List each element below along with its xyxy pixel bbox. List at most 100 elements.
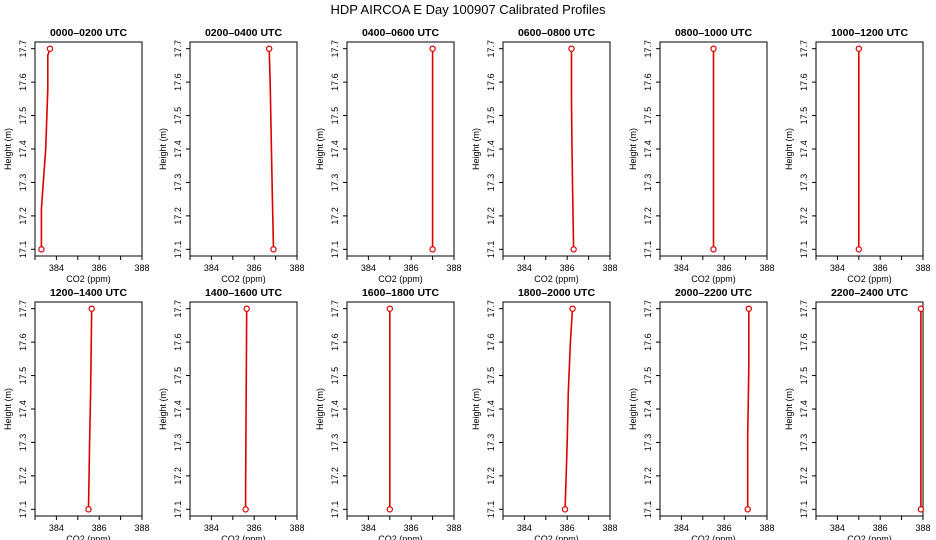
y-tick-label: 17.2 xyxy=(643,467,653,485)
y-tick-label: 17.3 xyxy=(173,174,183,192)
y-axis-label: Height (m) xyxy=(628,388,638,430)
plot-frame xyxy=(502,301,611,517)
x-tick-label: 384 xyxy=(361,263,376,273)
panel-title: 1200–1400 UTC xyxy=(50,287,127,299)
x-tick-label: 384 xyxy=(830,263,845,273)
y-tick-label: 17.3 xyxy=(330,434,340,452)
y-tick-label: 17.3 xyxy=(18,434,28,452)
x-tick-label: 384 xyxy=(49,263,64,273)
x-tick-label: 388 xyxy=(134,263,149,273)
chart-panel-9: 1600–1800 UTC 384 386 388 CO2 (ppm) 17.1 17.2 1… xyxy=(315,287,462,540)
x-axis-label: CO2 (ppm) xyxy=(534,534,579,540)
chart-panel-2: 0200–0400 UTC 384 386 388 CO2 (ppm) 17.1 17.2 1… xyxy=(158,27,305,284)
panel-title: 1600–1800 UTC xyxy=(362,287,439,299)
y-axis-label: Height (m) xyxy=(628,128,638,170)
y-axis-label: Height (m) xyxy=(784,128,794,170)
profile-line xyxy=(564,308,574,510)
bottom-point-marker xyxy=(270,246,277,253)
y-tick-label: 17.6 xyxy=(18,73,28,91)
bottom-point-marker xyxy=(386,506,393,513)
y-tick-label: 17.5 xyxy=(486,367,496,385)
profile-line xyxy=(268,48,275,250)
y-tick-label: 17.3 xyxy=(799,174,809,192)
y-tick-label: 17.1 xyxy=(643,501,653,519)
x-tick-label: 386 xyxy=(560,263,575,273)
x-tick-label: 388 xyxy=(289,263,304,273)
panel-title: 1000–1200 UTC xyxy=(831,27,908,39)
plot-frame xyxy=(815,41,924,257)
x-tick-label: 386 xyxy=(873,523,888,533)
y-tick-label: 17.2 xyxy=(330,207,340,225)
x-tick-label: 384 xyxy=(204,523,219,533)
y-tick-label: 17.7 xyxy=(799,40,809,58)
plot-frame xyxy=(346,41,455,257)
y-tick-label: 17.4 xyxy=(18,400,28,418)
bottom-point-marker xyxy=(85,506,92,513)
bottom-point-marker xyxy=(570,246,577,253)
top-point-marker xyxy=(243,305,250,312)
top-point-marker xyxy=(429,45,436,52)
x-tick-label: 388 xyxy=(289,523,304,533)
x-tick-label: 384 xyxy=(49,523,64,533)
figure-title: HDP AIRCOA E Day 100907 Calibrated Profi… xyxy=(330,2,606,17)
y-tick-label: 17.4 xyxy=(486,400,496,418)
y-tick-label: 17.7 xyxy=(643,40,653,58)
x-tick-label: 388 xyxy=(134,523,149,533)
y-tick-label: 17.4 xyxy=(18,140,28,158)
x-tick-label: 384 xyxy=(361,523,376,533)
x-axis-label: CO2 (ppm) xyxy=(221,274,266,284)
x-tick-label: 386 xyxy=(873,263,888,273)
plot-frame xyxy=(189,41,298,257)
chart-panel-8: 1400–1600 UTC 384 386 388 CO2 (ppm) 17.1 17.2 1… xyxy=(158,287,305,540)
y-axis-label: Height (m) xyxy=(471,388,481,430)
y-tick-label: 17.1 xyxy=(330,501,340,519)
x-tick-label: 386 xyxy=(404,523,419,533)
x-tick-label: 388 xyxy=(915,263,930,273)
plot-frame xyxy=(502,41,611,257)
y-tick-label: 17.7 xyxy=(643,300,653,318)
y-axis-label: Height (m) xyxy=(784,388,794,430)
x-tick-label: 386 xyxy=(717,523,732,533)
bottom-point-marker xyxy=(710,246,717,253)
y-tick-label: 17.5 xyxy=(173,107,183,125)
x-axis-label: CO2 (ppm) xyxy=(378,534,423,540)
y-tick-label: 17.5 xyxy=(18,367,28,385)
x-tick-label: 388 xyxy=(915,523,930,533)
y-tick-label: 17.7 xyxy=(486,40,496,58)
y-tick-label: 17.7 xyxy=(18,40,28,58)
y-tick-label: 17.6 xyxy=(330,73,340,91)
chart-panel-11: 2000–2200 UTC 384 386 388 CO2 (ppm) 17.1 17.2 1… xyxy=(628,287,775,540)
top-point-marker xyxy=(88,305,95,312)
top-point-marker xyxy=(710,45,717,52)
profile-line xyxy=(244,308,248,510)
chart-panel-3: 0400–0600 UTC 384 386 388 CO2 (ppm) 17.1 17.2 1… xyxy=(315,27,462,284)
top-point-marker xyxy=(568,45,575,52)
x-tick-label: 384 xyxy=(517,523,532,533)
y-tick-label: 17.1 xyxy=(799,241,809,259)
x-tick-label: 386 xyxy=(717,263,732,273)
y-tick-label: 17.5 xyxy=(330,367,340,385)
chart-panel-1: 0000–0200 UTC 384 386 388 CO2 (ppm) 17.1 17.2 1… xyxy=(3,27,150,284)
y-tick-label: 17.5 xyxy=(799,367,809,385)
y-tick-label: 17.4 xyxy=(486,140,496,158)
y-tick-label: 17.6 xyxy=(799,333,809,351)
profile-line xyxy=(40,48,51,250)
y-tick-label: 17.6 xyxy=(799,73,809,91)
y-tick-label: 17.4 xyxy=(799,400,809,418)
y-tick-label: 17.4 xyxy=(799,140,809,158)
x-tick-label: 384 xyxy=(674,263,689,273)
plot-frame xyxy=(659,301,768,517)
x-tick-label: 386 xyxy=(247,523,262,533)
y-tick-label: 17.3 xyxy=(799,434,809,452)
y-tick-label: 17.7 xyxy=(330,300,340,318)
panel-title: 0800–1000 UTC xyxy=(675,27,752,39)
panel-title: 2200–2400 UTC xyxy=(831,287,908,299)
y-tick-label: 17.2 xyxy=(173,207,183,225)
bottom-point-marker xyxy=(561,506,569,513)
y-tick-label: 17.4 xyxy=(330,140,340,158)
x-tick-label: 386 xyxy=(247,263,262,273)
panel-title: 1400–1600 UTC xyxy=(205,287,282,299)
y-tick-label: 17.6 xyxy=(330,333,340,351)
y-tick-label: 17.5 xyxy=(486,107,496,125)
